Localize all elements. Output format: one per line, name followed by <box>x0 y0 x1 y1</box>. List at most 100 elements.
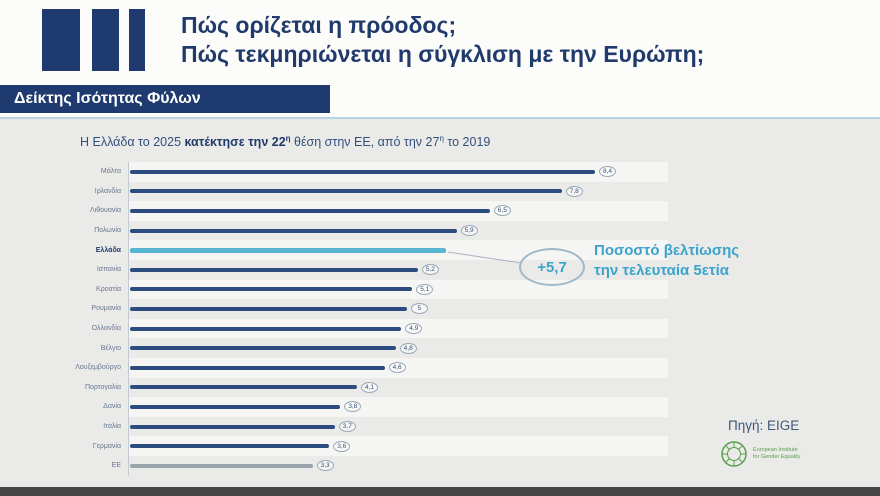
bar <box>130 346 396 351</box>
bar-zone: 3,3 <box>128 455 668 476</box>
country-label: Ρουμανία <box>91 305 121 313</box>
country-label: Λουξεμβούργο <box>75 364 121 372</box>
subtitle-post: το 2019 <box>443 135 491 150</box>
bar-zone: 3,7 <box>128 416 668 437</box>
page-title: Πώς ορίζεται η πρόοδος; Πώς τεκμηριώνετα… <box>181 11 704 69</box>
country-label: Πολωνία <box>94 227 121 235</box>
chart-row: Λιθουανία 6,5 <box>0 201 672 221</box>
value-bubble: 5 <box>410 303 428 315</box>
eige-text-line-1: European Institute <box>753 447 798 453</box>
country-label: Γερμανία <box>92 442 121 450</box>
country-label: Ολλανδία <box>91 325 121 333</box>
highlight-callout: +5,7 <box>519 248 585 286</box>
bar <box>130 444 330 449</box>
chart-row: Γερμανία 3,6 <box>0 436 672 456</box>
bar <box>130 287 413 292</box>
chart-row: Μάλτα 8,4 <box>0 162 672 182</box>
chart-row: Ιταλία 3,7 <box>0 416 672 437</box>
subtitle-pre: Η Ελλάδα το 2025 <box>80 135 185 150</box>
value-bubble: 5,1 <box>416 283 434 295</box>
source-label: Πηγή: EIGE <box>728 418 800 433</box>
chart-row: ΕΕ 3,3 <box>0 455 672 476</box>
annotation-line-2: την τελευταία 5ετία <box>594 262 729 279</box>
value-bubble: 4,6 <box>388 362 406 374</box>
section-banner: Δείκτης Ισότητας Φύλων <box>0 85 330 113</box>
value-bubble: 3,6 <box>333 440 351 452</box>
value-bubble: 7,8 <box>565 185 583 197</box>
value-bubble: 3,3 <box>316 460 334 472</box>
logo-bar-icon <box>129 9 145 71</box>
bar <box>130 169 595 174</box>
bar-zone: 7,8 <box>128 181 668 202</box>
country-label: Βέλγιο <box>100 344 121 352</box>
chart-row: Λουξεμβούργο 4,6 <box>0 357 672 378</box>
title-line-1: Πώς ορίζεται η πρόοδος; <box>181 12 457 38</box>
bar-zone <box>128 240 668 260</box>
country-label: Πορτογαλία <box>84 383 121 391</box>
bar <box>130 424 335 429</box>
subtitle-bold-sup: η <box>285 134 291 143</box>
country-label: Ελλάδα <box>95 246 121 254</box>
eige-logo: European Institute for Gender Equality <box>720 440 800 468</box>
bar <box>130 189 562 194</box>
annotation: Ποσοστό βελτίωσης την τελευταία 5ετία <box>594 241 739 281</box>
bar-zone: 8,4 <box>128 162 668 182</box>
bar <box>130 267 418 272</box>
bottom-strip <box>0 487 880 496</box>
chart-row: Δανία 3,8 <box>0 397 672 417</box>
chart-row: Ρουμανία 5 <box>0 299 672 319</box>
bar <box>130 228 457 233</box>
bar-zone: 5,2 <box>128 259 668 280</box>
value-bubble: 8,4 <box>599 166 616 178</box>
title-line-2: Πώς τεκμηριώνεται η σύγκλιση με την Ευρώ… <box>181 41 705 67</box>
chart-row: Βέλγιο 4,8 <box>0 338 672 358</box>
value-bubble: 6,5 <box>493 205 511 217</box>
bar <box>130 404 341 409</box>
bar-zone: 6,5 <box>128 201 668 221</box>
bar-zone: 4,9 <box>128 318 668 339</box>
country-label: Κροατία <box>96 285 121 293</box>
bar <box>130 306 407 311</box>
country-label: Ιρλανδία <box>94 187 121 195</box>
logo-bar-icon <box>42 9 80 71</box>
subtitle-mid: θέση στην ΕΕ, από την 27 <box>290 135 440 150</box>
chart-row: Ολλανδία 4,9 <box>0 318 672 339</box>
value-bubble: 4,9 <box>405 323 423 335</box>
country-label: Ιταλία <box>103 423 121 431</box>
bar-zone: 3,6 <box>128 436 668 456</box>
logo-bar-icon <box>92 9 119 71</box>
value-bubble: 4,1 <box>360 381 378 393</box>
bar-zone: 4,8 <box>128 338 668 358</box>
chart-row: Ιρλανδία 7,8 <box>0 181 672 202</box>
annotation-line-1: Ποσοστό βελτίωσης <box>594 242 740 259</box>
bar-zone: 4,6 <box>128 357 668 378</box>
country-label: ΕΕ <box>111 462 121 470</box>
value-bubble: 4,8 <box>399 342 417 354</box>
bar-zone: 3,8 <box>128 397 668 417</box>
subtitle-sup: η <box>439 134 444 143</box>
chart-row: Πορτογαλία 4,1 <box>0 377 672 398</box>
country-label: Δανία <box>103 403 121 411</box>
chart-row: Κροατία 5,1 <box>0 279 672 300</box>
chart-row: Πολωνία 5,9 <box>0 220 672 241</box>
value-bubble: 5,2 <box>421 264 439 276</box>
bar <box>130 385 357 390</box>
eige-text-line-2: for Gender Equality <box>753 454 801 460</box>
value-bubble: 3,7 <box>338 421 356 433</box>
bar <box>130 326 402 331</box>
country-label: Μάλτα <box>100 168 121 176</box>
bar-zone: 5,1 <box>128 279 668 300</box>
bar-zone: 4,1 <box>128 377 668 398</box>
eige-emblem-icon <box>721 441 747 467</box>
value-bubble: 5,9 <box>460 225 478 237</box>
bar <box>130 365 385 370</box>
value-bubble: 3,8 <box>344 401 362 413</box>
country-label: Ισπανία <box>96 266 121 274</box>
chart-row: Ισπανία 5,2 <box>0 259 672 280</box>
bar-zone: 5,9 <box>128 220 668 241</box>
bar <box>130 247 446 253</box>
bar <box>130 463 313 468</box>
subtitle-bold: κατέκτησε την 22 <box>184 135 286 150</box>
eige-logo-text: European Institute for Gender Equality <box>753 447 800 461</box>
